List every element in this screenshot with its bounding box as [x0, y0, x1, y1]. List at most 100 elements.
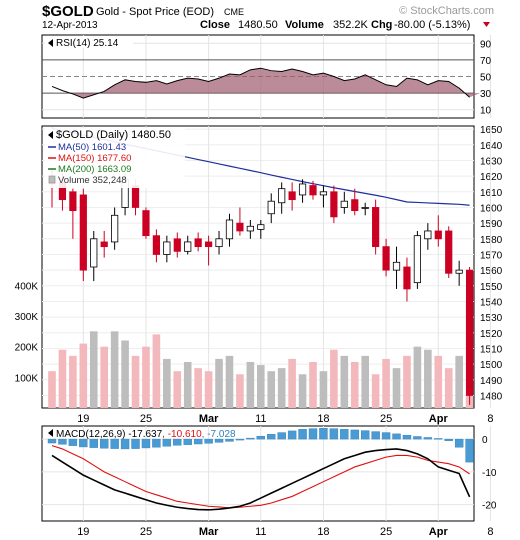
macd-legend-hist: , -7.028 [202, 429, 236, 440]
candle-body [445, 230, 453, 274]
candle-body [403, 266, 411, 290]
macd-histogram-bar [402, 434, 412, 440]
macd-histogram-bar [204, 438, 213, 444]
rsi-tick-label: 10 [480, 106, 492, 117]
x-tick-label-bottom: Mar [199, 526, 219, 538]
ma50-legend: MA(50) 1601.43 [58, 142, 126, 153]
x-tick-label: Apr [429, 413, 449, 425]
macd-histogram-bar [413, 436, 422, 440]
candle-body [204, 241, 213, 248]
price-panel: 1650 1640 1630 1620 1610 1600 1590 1580 1570 1560… [15, 125, 503, 425]
price-tick-label: 1540 [480, 297, 503, 308]
candle-body [225, 219, 234, 240]
volume-tick-label: 200K [15, 343, 39, 354]
macd-histogram-bar [120, 438, 130, 450]
volume-bar [163, 358, 171, 408]
macd-histogram-bar [298, 429, 307, 440]
candle-body [111, 214, 119, 243]
macd-histogram-bar [152, 438, 161, 448]
macd-line [51, 448, 471, 511]
legend-marker-icon [48, 39, 53, 47]
macd-histogram-bar [162, 438, 172, 447]
volume-legend: Volume 352,248 [58, 175, 127, 186]
price-tick-label: 1650 [480, 125, 503, 136]
macd-histogram-bar [277, 432, 286, 440]
rsi-tick-label: 50 [480, 73, 492, 84]
candle-body [194, 238, 202, 248]
volume-bar [444, 368, 453, 408]
volume-bar [371, 374, 380, 408]
macd-tick-label: 0 [482, 435, 488, 446]
x-tick-label-bottom: Apr [429, 526, 449, 538]
macd-histogram-bar [173, 438, 182, 446]
volume-label: Volume [285, 19, 324, 31]
candle-body [184, 241, 192, 252]
macd-histogram-bar [423, 437, 433, 440]
candle-body [309, 185, 317, 196]
macd-histogram-bar [47, 438, 57, 444]
volume-bar [298, 374, 307, 408]
macd-histogram-bar [465, 438, 474, 463]
rsi-legend: RSI(14) 25.14 [56, 38, 119, 49]
x-tick-label-bottom: 19 [77, 526, 89, 538]
candle-body [131, 185, 140, 208]
rsi-tick-label: 30 [480, 89, 492, 100]
x-tick-label-bottom: 25 [140, 526, 152, 538]
volume-value: 352.2K [333, 19, 369, 31]
macd-legend-main: MACD(12,26,9) -17.637 [56, 429, 163, 440]
candle-body [319, 191, 328, 196]
close-label: Close [200, 19, 230, 31]
volume-bar [246, 361, 255, 408]
candle-body [382, 246, 390, 271]
x-tick-label: 25 [140, 413, 152, 425]
chg-value: -80.00 (-5.13%) [394, 19, 470, 31]
volume-tick-label: 100K [15, 373, 39, 384]
x-tick-label: Mar [199, 413, 219, 425]
macd-histogram-bar [110, 438, 119, 449]
volume-bar [110, 331, 119, 408]
volume-bar [152, 334, 161, 408]
legend-marker-icon [48, 429, 53, 437]
volume-bar [236, 374, 244, 408]
volume-bar [319, 371, 328, 408]
volume-bar [277, 368, 286, 408]
macd-tick-label: -20 [482, 501, 497, 512]
price-tick-label: 1490 [480, 376, 503, 387]
price-tick-label: 1530 [480, 313, 503, 324]
rsi-line [51, 67, 470, 99]
x-tick-label-bottom: 18 [317, 526, 329, 538]
chg-label: Chg [371, 19, 392, 31]
candle-body [257, 224, 265, 230]
volume-bar [382, 358, 390, 408]
down-arrow-icon [483, 22, 490, 27]
macd-histogram-bar [340, 429, 349, 440]
x-tick-label: 11 [255, 413, 266, 425]
volume-bar [215, 358, 223, 408]
volume-bar [142, 346, 150, 408]
macd-histogram-bar [235, 438, 245, 441]
volume-bar [183, 361, 192, 408]
candle-body [142, 210, 150, 237]
legend-swatch [48, 175, 56, 184]
candle-body [163, 241, 171, 255]
candle-body [288, 191, 296, 201]
volume-bar [361, 355, 369, 408]
macd-histogram-bar [371, 431, 380, 440]
volume-bar [330, 349, 338, 408]
candle-body [330, 191, 338, 218]
x-tick-label: 18 [317, 413, 329, 425]
candle-body [392, 261, 401, 271]
macd-histogram-bar [350, 429, 359, 440]
volume-bar [79, 343, 88, 408]
macd-histogram-bar [329, 428, 339, 440]
volume-bar [288, 358, 296, 408]
candle-body [372, 207, 380, 248]
macd-histogram-bar [79, 438, 88, 448]
candle-body [413, 235, 422, 284]
volume-bar [204, 371, 213, 408]
macd-panel: 0 -10 -20 MACD(12,26,9) -17.637, -10.610, -… [41, 425, 497, 538]
volume-bar [340, 355, 349, 408]
instrument-name: Gold - Spot Price (EOD) [96, 6, 214, 18]
volume-bar [309, 361, 317, 408]
candle-body [246, 225, 254, 232]
